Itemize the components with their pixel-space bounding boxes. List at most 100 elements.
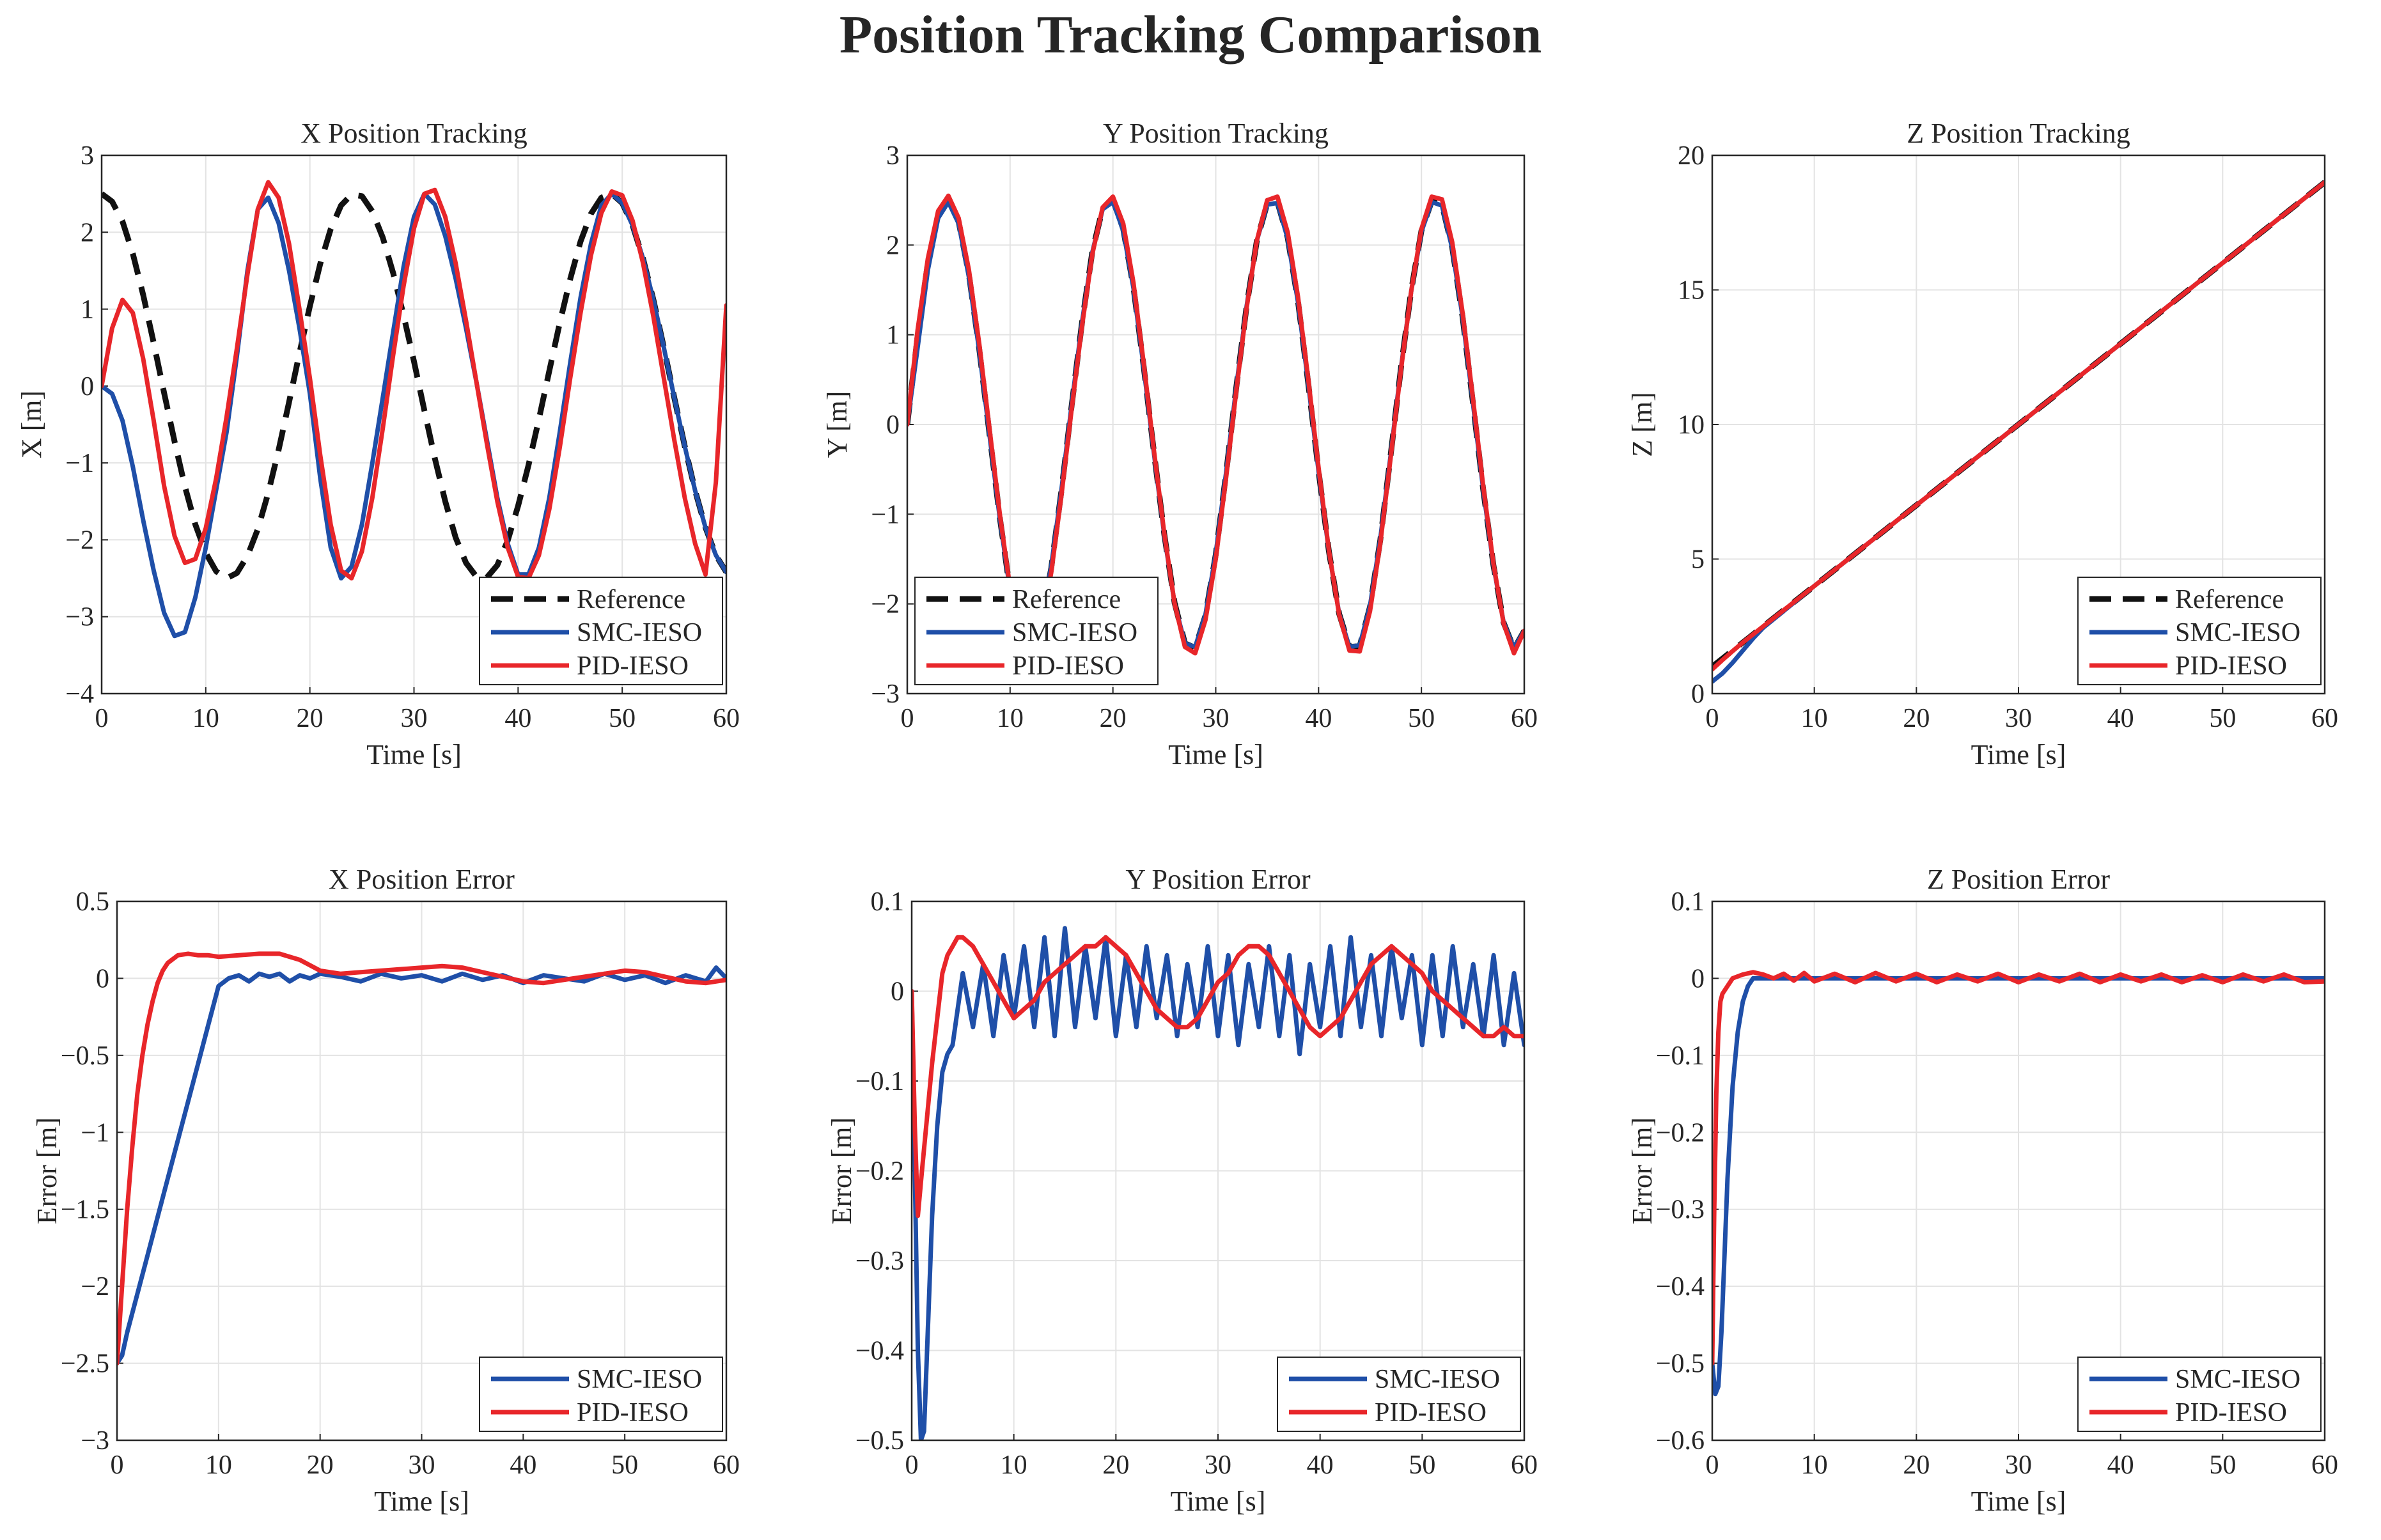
y-error-series-smc-ieso	[912, 926, 1524, 1440]
x-error-axes-frame	[116, 900, 728, 1442]
y-tracking-title: Y Position Tracking	[1103, 118, 1329, 149]
y-error-x-tick-label: 10	[1001, 1451, 1027, 1480]
z-tracking-x-tick-label: 50	[2209, 704, 2236, 733]
x-error-y-tick-label: −1	[81, 1118, 109, 1147]
z-tracking-y-tick-label: 5	[1691, 545, 1705, 575]
x-tracking-y-tick-label: −3	[65, 603, 94, 632]
z-tracking-legend-label-smc-ieso: SMC-IESO	[2175, 618, 2300, 648]
y-error-y-tick-label: 0	[891, 977, 904, 1007]
z-error-y-tick-label: −0.1	[1656, 1041, 1705, 1071]
x-error-y-tick-label: −0.5	[61, 1041, 109, 1071]
y-error-y-axis-label: Error [m]	[826, 1117, 857, 1224]
x-tracking-y-tick-label: 3	[81, 141, 94, 171]
x-tracking-x-tick-label: 20	[297, 704, 324, 733]
y-tracking-x-tick-label: 40	[1305, 704, 1332, 733]
x-error-y-tick-label: 0.5	[76, 887, 110, 917]
y-error-y-tick-label: 0.1	[871, 887, 905, 917]
x-error-y-tick-label: −2.5	[61, 1349, 109, 1379]
y-error-x-tick-label: 40	[1307, 1451, 1334, 1480]
y-error-x-axis-label: Time [s]	[1171, 1486, 1266, 1517]
y-error-x-tick-label: 20	[1102, 1451, 1129, 1480]
z-error-panel: 0 10 20 30 40 50 60 −0.6 −0.5 −0.4 −0.3 −0.2 −0.1 0 0.…	[1627, 864, 2338, 1517]
x-tracking-series-pid-ieso	[102, 180, 726, 581]
x-error-y-tick-label: −1.5	[61, 1195, 109, 1225]
x-tracking-y-tick-label: 2	[81, 218, 94, 247]
z-error-x-tick-label: 10	[1801, 1451, 1828, 1480]
z-error-y-tick-label: 0	[1691, 964, 1705, 993]
x-error-legend-label-pid-ieso: PID-IESO	[577, 1398, 689, 1427]
z-tracking-y-tick-label: 10	[1678, 410, 1705, 440]
y-tracking-y-tick-label: −1	[871, 500, 900, 529]
x-error-series-pid-ieso	[117, 951, 726, 1366]
y-error-title: Y Position Error	[1125, 864, 1311, 895]
x-error-legend-label-smc-ieso: SMC-IESO	[577, 1365, 702, 1394]
x-tracking-x-tick-label: 50	[609, 704, 636, 733]
y-tracking-y-axis-label: Y [m]	[822, 391, 853, 458]
z-tracking-axes-frame	[1711, 154, 2326, 695]
y-error-x-tick-label: 60	[1511, 1451, 1538, 1480]
y-tracking-x-axis-label: Time [s]	[1168, 739, 1263, 770]
x-tracking-y-tick-label: −4	[65, 680, 94, 709]
z-error-y-tick-label: 0.1	[1671, 887, 1705, 917]
x-error-x-tick-label: 10	[205, 1451, 232, 1480]
y-tracking-y-tick-label: 1	[886, 321, 900, 350]
y-tracking-x-tick-label: 50	[1408, 704, 1435, 733]
z-error-y-tick-label: −0.6	[1656, 1426, 1705, 1456]
x-tracking-y-tick-label: 1	[81, 295, 94, 325]
y-tracking-x-tick-label: 10	[997, 704, 1024, 733]
x-tracking-x-tick-label: 30	[401, 704, 428, 733]
x-tracking-x-tick-label: 40	[504, 704, 531, 733]
z-error-legend-label-pid-ieso: PID-IESO	[2175, 1398, 2287, 1427]
z-tracking-x-tick-label: 60	[2311, 704, 2338, 733]
z-error-x-tick-label: 50	[2209, 1451, 2236, 1480]
x-tracking-legend-label-reference: Reference	[577, 585, 685, 614]
x-error-legend-box	[479, 1357, 723, 1432]
x-tracking-x-tick-label: 10	[192, 704, 219, 733]
y-tracking-legend-label-smc-ieso: SMC-IESO	[1012, 618, 1137, 648]
x-error-x-tick-label: 20	[307, 1451, 334, 1480]
z-error-x-tick-label: 40	[2107, 1451, 2134, 1480]
x-tracking-x-tick-label: 0	[95, 704, 109, 733]
z-tracking-x-axis-label: Time [s]	[1971, 739, 2066, 770]
y-error-y-tick-label: −0.3	[855, 1247, 904, 1276]
z-error-title: Z Position Error	[1927, 864, 2110, 895]
z-error-y-tick-label: −0.4	[1656, 1272, 1705, 1302]
x-error-panel: 0 10 20 30 40 50 60 −3 −2.5 −2 −1.5 −1 −0.5 0 0.5 X Pos…	[31, 864, 740, 1517]
z-tracking-x-tick-label: 10	[1801, 704, 1828, 733]
z-tracking-y-tick-label: 20	[1678, 141, 1705, 171]
x-error-x-axis-label: Time [s]	[374, 1486, 469, 1517]
y-tracking-y-tick-label: 3	[886, 141, 900, 171]
z-error-legend: SMC-IESO PID-IESO	[2077, 1357, 2322, 1432]
z-error-y-tick-label: −0.3	[1656, 1195, 1705, 1225]
z-error-series-pid-ieso	[1712, 970, 2325, 1366]
z-tracking-y-axis-label: Z [m]	[1627, 392, 1658, 456]
x-error-x-tick-label: 0	[111, 1451, 124, 1480]
x-error-y-tick-label: −2	[81, 1272, 109, 1302]
z-tracking-x-tick-label: 30	[2005, 704, 2032, 733]
x-error-legend: SMC-IESO PID-IESO	[479, 1357, 723, 1432]
z-tracking-series-pid-ieso	[1712, 180, 2325, 672]
x-error-x-tick-label: 40	[510, 1451, 536, 1480]
y-tracking-panel: 0 10 20 30 40 50 60 −3 −2 −1 0 1 2 3 Y Position Tracki…	[822, 118, 1538, 770]
z-error-legend-box	[2077, 1357, 2322, 1432]
x-tracking-axes-frame	[100, 154, 728, 695]
y-error-x-tick-label: 50	[1409, 1451, 1435, 1480]
z-error-axes-frame	[1711, 900, 2326, 1442]
z-tracking-panel: 0 10 20 30 40 50 60 0 5 10 15 20 Z Position Tracking…	[1627, 118, 2338, 770]
y-error-legend-label-smc-ieso: SMC-IESO	[1375, 1365, 1500, 1394]
y-error-panel: 0 10 20 30 40 50 60 −0.5 −0.4 −0.3 −0.2 −0.1 0 0.1 Y P…	[826, 864, 1538, 1517]
z-error-y-axis-label: Error [m]	[1627, 1117, 1658, 1224]
y-error-x-tick-label: 30	[1205, 1451, 1231, 1480]
z-error-legend-label-smc-ieso: SMC-IESO	[2175, 1365, 2300, 1394]
x-tracking-x-axis-label: Time [s]	[366, 739, 462, 770]
x-error-x-tick-label: 50	[611, 1451, 638, 1480]
y-tracking-x-tick-label: 60	[1511, 704, 1538, 733]
z-error-x-axis-label: Time [s]	[1971, 1486, 2066, 1517]
y-tracking-y-tick-label: 0	[886, 410, 900, 440]
y-tracking-y-tick-label: 2	[886, 231, 900, 260]
y-tracking-legend-label-pid-ieso: PID-IESO	[1012, 651, 1124, 681]
